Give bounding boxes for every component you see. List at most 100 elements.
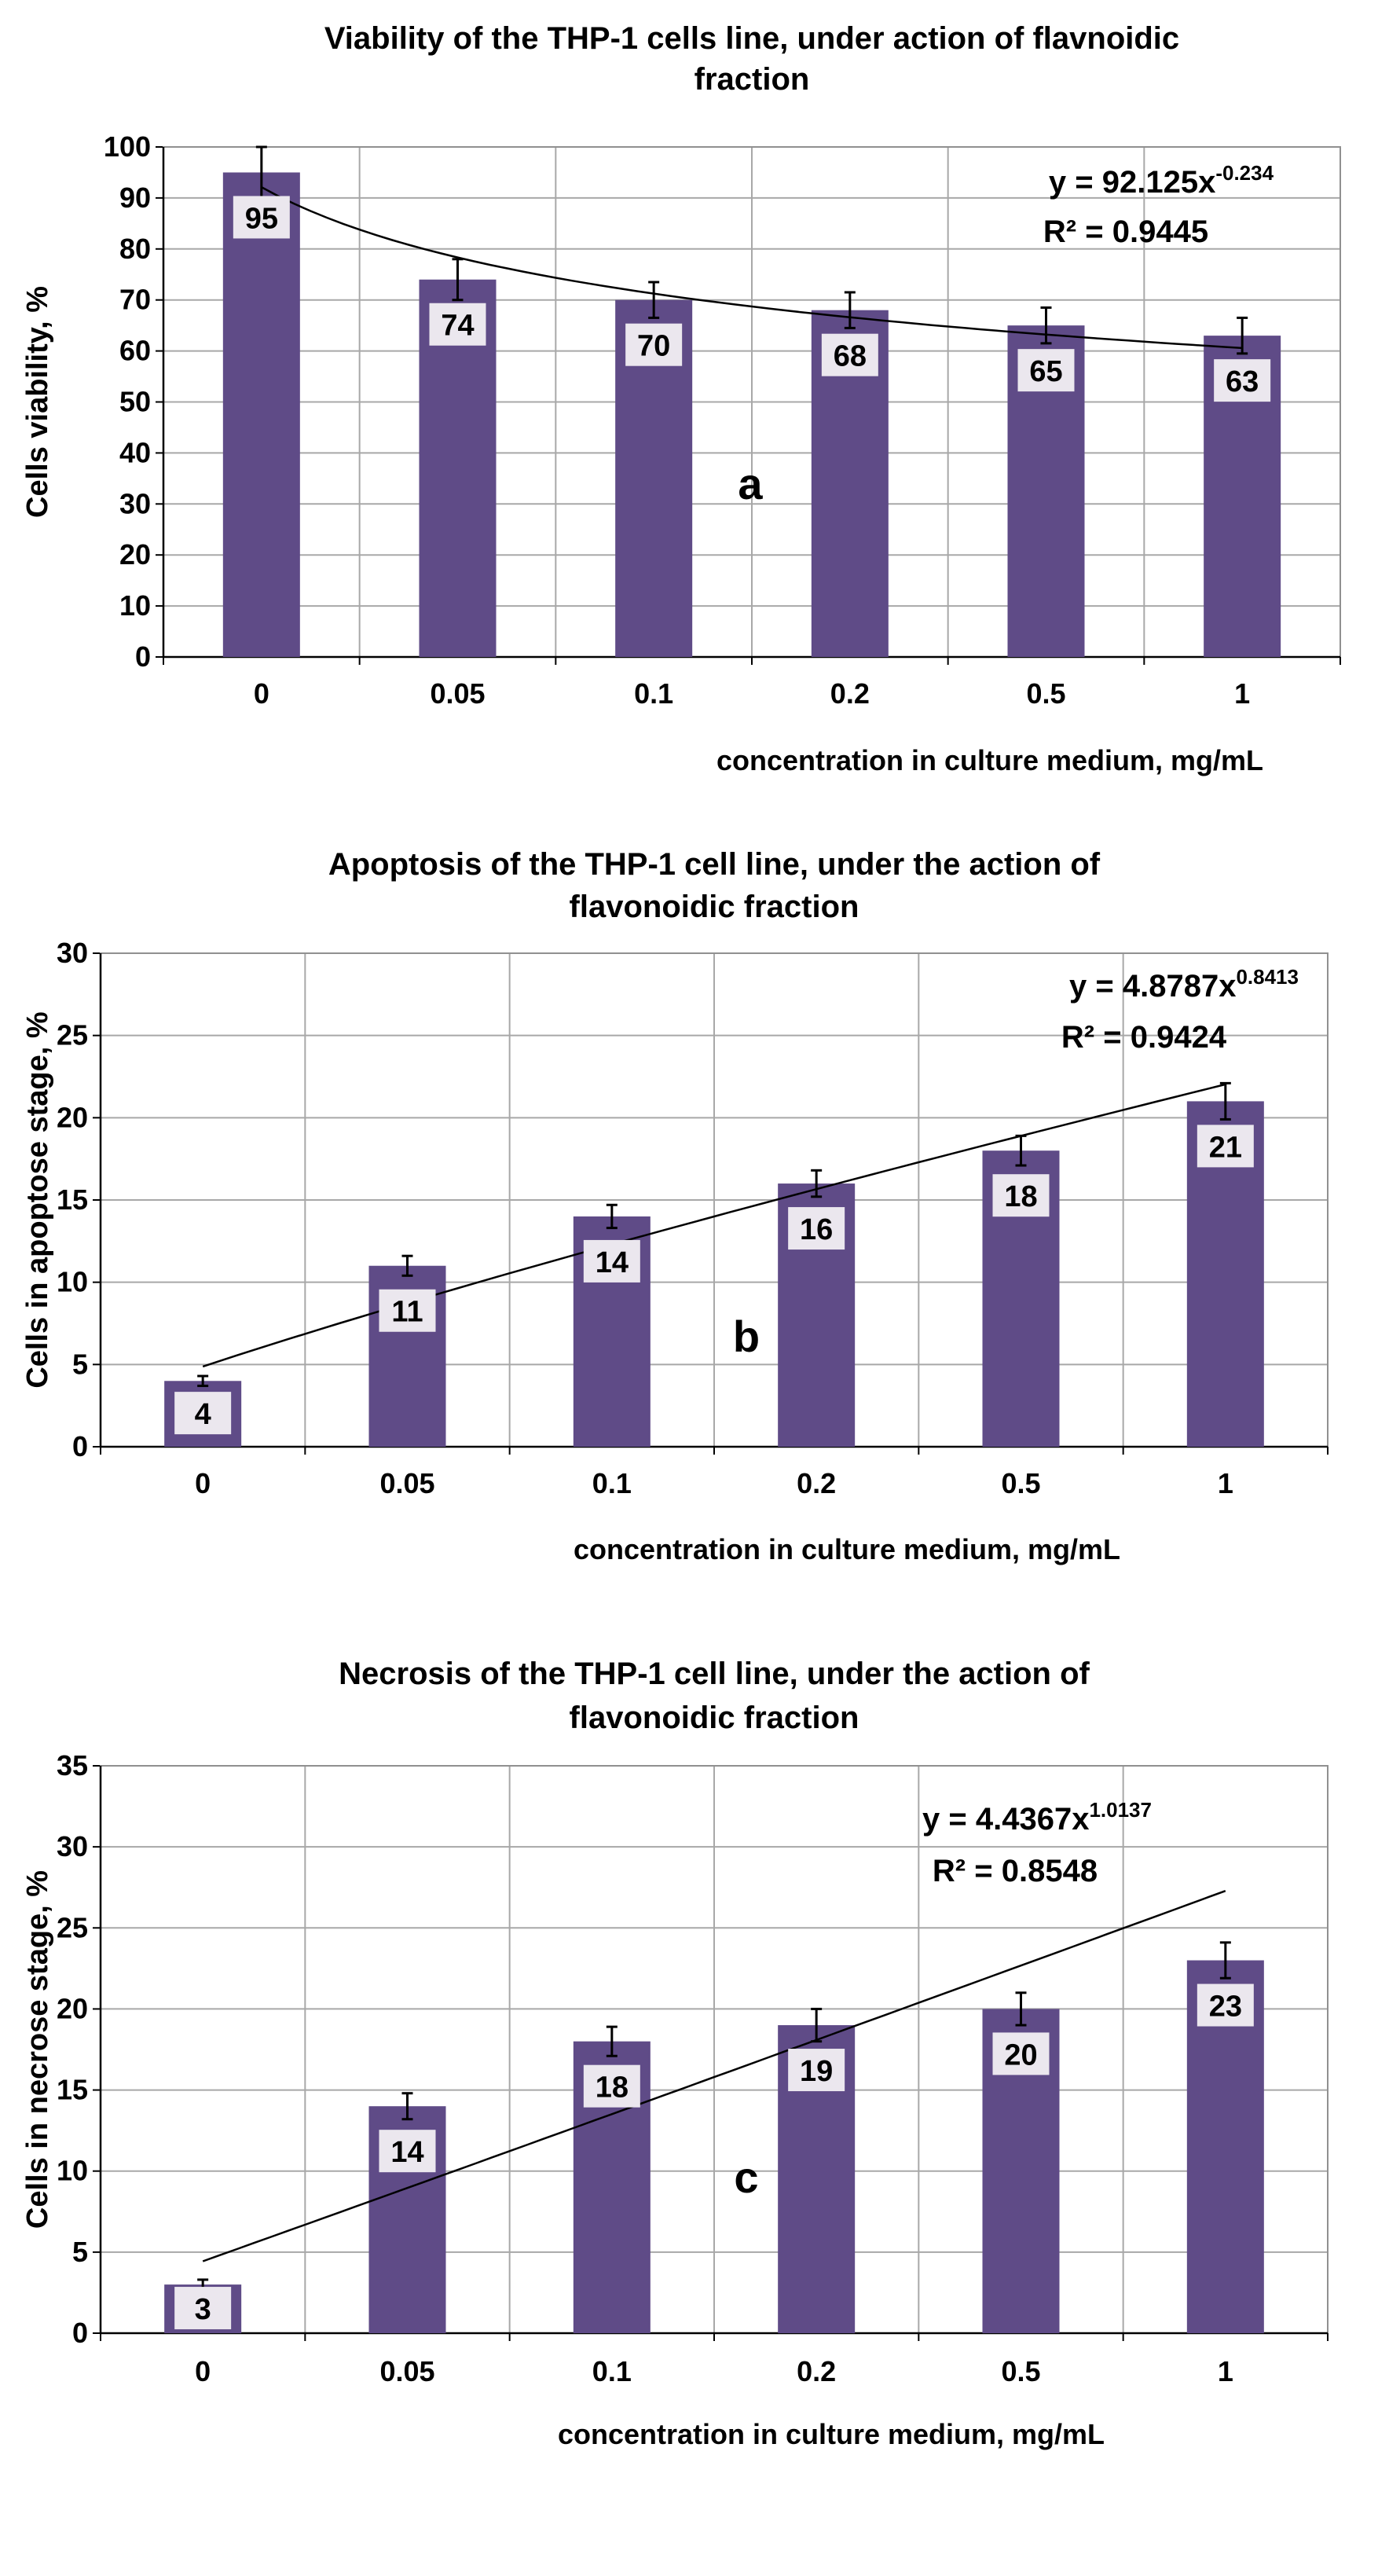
chart-a: Viability of the THP-1 cells line, under… <box>21 21 1341 776</box>
equation-main: y = 4.4367x <box>922 1802 1089 1837</box>
x-tick-label: 0.05 <box>379 2355 434 2387</box>
y-tick-label: 90 <box>119 182 151 214</box>
r-squared: R² = 0.9445 <box>1043 215 1208 249</box>
trendline-equation: y = 92.125x-0.234 <box>1049 161 1274 200</box>
y-tick-label: 100 <box>104 130 151 163</box>
data-label: 70 <box>637 330 670 363</box>
data-label: 4 <box>195 1398 211 1431</box>
data-label-box <box>1197 1125 1254 1168</box>
data-label-box <box>233 196 290 239</box>
equation-exponent: 0.8413 <box>1236 965 1299 989</box>
data-label: 23 <box>1209 1991 1242 2024</box>
chart-title-line: Necrosis of the THP-1 cell line, under t… <box>339 1657 1090 1691</box>
y-tick-label: 70 <box>119 284 151 316</box>
y-tick-label: 10 <box>57 1266 88 1298</box>
data-label: 3 <box>195 2293 211 2326</box>
trendline <box>202 1890 1226 2262</box>
panel-letter: b <box>733 1312 760 1361</box>
x-tick-label: 0.2 <box>797 2355 836 2387</box>
y-tick-label: 10 <box>119 589 151 622</box>
data-label: 74 <box>441 310 474 343</box>
data-label-box <box>992 1174 1050 1217</box>
x-tick-label: 0.2 <box>830 677 870 710</box>
x-tick-label: 0.2 <box>797 1467 836 1499</box>
data-label: 21 <box>1209 1131 1242 1164</box>
x-axis-title: concentration in culture medium, mg/mL <box>716 744 1263 776</box>
x-tick-label: 1 <box>1218 1467 1233 1499</box>
panel-letter: a <box>738 459 763 508</box>
x-tick-label: 0.1 <box>634 677 673 710</box>
x-tick-label: 1 <box>1218 2355 1233 2387</box>
y-tick-label: 30 <box>119 487 151 519</box>
data-label: 11 <box>391 1296 423 1329</box>
chart-c: Necrosis of the THP-1 cell line, under t… <box>21 1657 1329 2450</box>
data-label: 95 <box>245 202 278 235</box>
x-axis-title: concentration in culture medium, mg/mL <box>574 1533 1120 1565</box>
r-squared: R² = 0.9424 <box>1061 1020 1227 1055</box>
y-tick-label: 30 <box>57 1830 88 1862</box>
chart-b: Apoptosis of the THP-1 cell line, under … <box>21 847 1329 1565</box>
y-axis-title: Cells viability, % <box>21 286 54 518</box>
y-tick-label: 15 <box>57 1183 88 1216</box>
x-tick-label: 0.5 <box>1001 2355 1040 2387</box>
y-tick-label: 25 <box>57 1019 88 1051</box>
data-label-box <box>583 1239 640 1282</box>
y-tick-label: 60 <box>119 335 151 367</box>
panel-letter: c <box>734 2152 758 2202</box>
y-axis-title: Cells in necrose stage, % <box>21 1870 54 2229</box>
y-tick-label: 20 <box>57 1992 88 2024</box>
chart-title-line: flavonoidic fraction <box>570 1701 859 1735</box>
chart-title-line: flavonoidic fraction <box>570 890 859 924</box>
data-label: 19 <box>800 2055 833 2088</box>
trendline <box>261 185 1243 350</box>
data-label-box <box>429 303 486 346</box>
y-tick-label: 20 <box>57 1101 88 1133</box>
data-label: 16 <box>800 1213 833 1246</box>
y-tick-label: 15 <box>57 2074 88 2106</box>
data-label-box <box>583 2064 640 2108</box>
trendline-equation: y = 4.8787x0.8413 <box>1069 965 1299 1004</box>
equation-main: y = 4.8787x <box>1069 969 1236 1004</box>
data-label-box <box>379 1289 436 1332</box>
data-label-box <box>1214 359 1271 402</box>
x-tick-label: 0 <box>195 1467 211 1499</box>
y-tick-label: 0 <box>72 1430 88 1462</box>
y-tick-label: 40 <box>119 436 151 468</box>
x-tick-label: 0.5 <box>1001 1467 1040 1499</box>
data-label: 63 <box>1226 365 1259 398</box>
y-tick-label: 30 <box>57 937 88 969</box>
x-tick-label: 1 <box>1234 677 1250 710</box>
bar-0 <box>222 172 300 657</box>
data-label-box <box>788 2049 845 2092</box>
equation-main: y = 92.125x <box>1049 165 1215 200</box>
y-tick-label: 80 <box>119 233 151 265</box>
data-label: 18 <box>1004 1180 1037 1213</box>
x-tick-label: 0.05 <box>430 677 485 710</box>
data-label: 65 <box>1029 355 1062 388</box>
data-label: 14 <box>390 2136 423 2169</box>
data-label-box <box>379 2130 436 2173</box>
y-tick-label: 0 <box>72 2317 88 2349</box>
trendline-equation: y = 4.4367x1.0137 <box>922 1798 1152 1837</box>
x-tick-label: 0 <box>254 677 269 710</box>
x-axis-title: concentration in culture medium, mg/mL <box>558 2418 1105 2450</box>
data-label-box <box>788 1207 845 1250</box>
y-tick-label: 25 <box>57 1911 88 1943</box>
trendline <box>202 1083 1226 1368</box>
chart-title-line: Viability of the THP-1 cells line, under… <box>324 21 1179 56</box>
x-tick-label: 0.1 <box>592 1467 632 1499</box>
data-label-box <box>821 333 878 376</box>
r-squared: R² = 0.8548 <box>933 1854 1098 1888</box>
data-label-box <box>1197 1983 1254 2027</box>
data-label-box <box>174 1392 232 1435</box>
chart-title-line: Apoptosis of the THP-1 cell line, under … <box>328 847 1101 882</box>
y-tick-label: 0 <box>135 640 151 673</box>
y-tick-label: 5 <box>72 2236 88 2268</box>
x-tick-label: 0.5 <box>1026 677 1065 710</box>
chart-title-line: fraction <box>694 62 810 97</box>
y-tick-label: 50 <box>119 386 151 418</box>
x-tick-label: 0.1 <box>592 2355 632 2387</box>
equation-exponent: -0.234 <box>1215 161 1274 185</box>
